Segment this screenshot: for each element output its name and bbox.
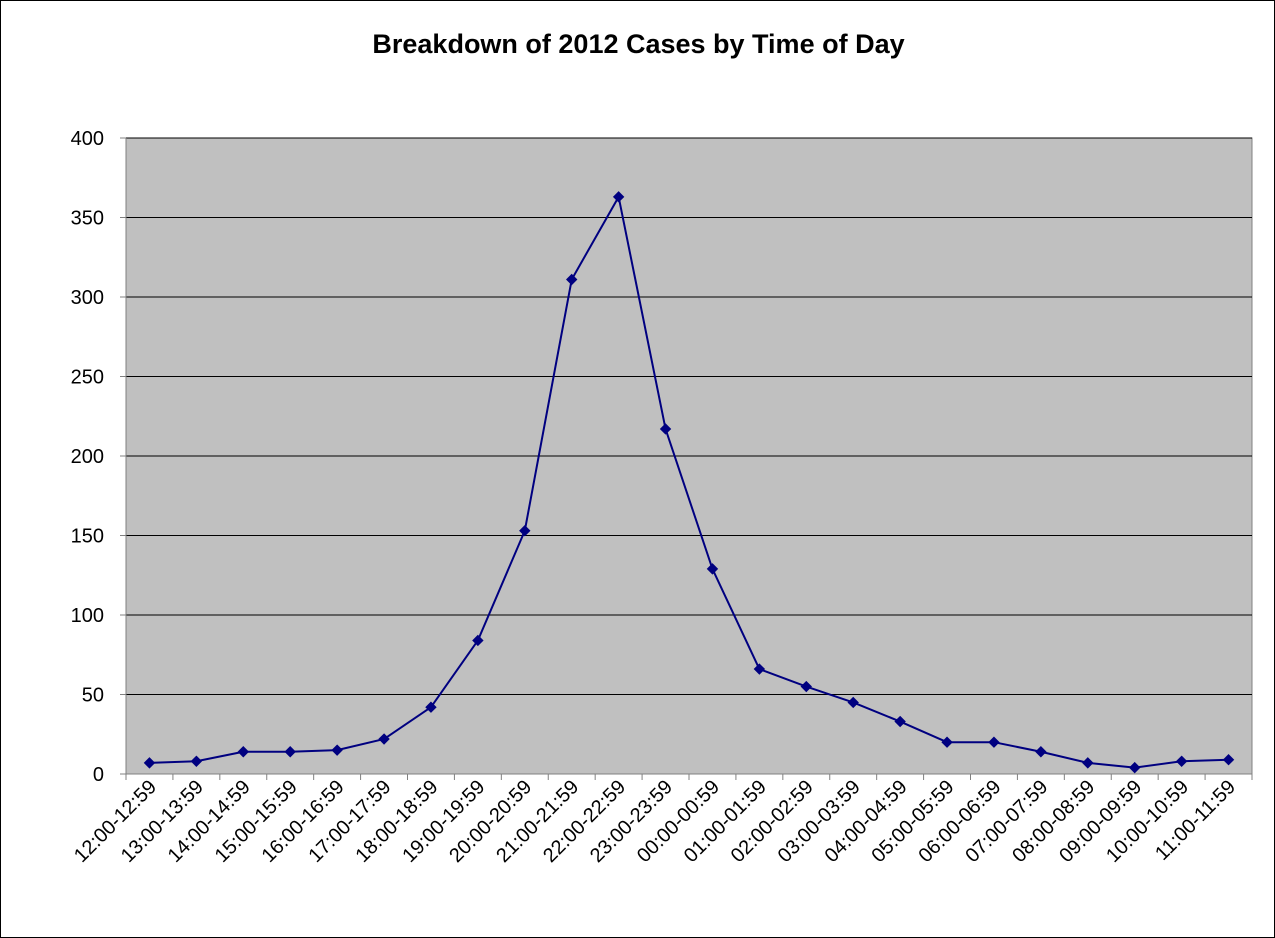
x-axis: 12:00-12:5913:00-13:5914:00-14:5915:00-1…	[70, 773, 1253, 867]
data-point-marker	[753, 663, 766, 675]
y-tick-label: 200	[71, 446, 104, 468]
series-line	[149, 195, 1229, 769]
data-point-marker	[847, 696, 859, 709]
data-point-marker	[1175, 755, 1188, 767]
data-point-marker	[331, 744, 343, 756]
data-point-marker	[941, 736, 953, 748]
data-point-marker	[612, 191, 625, 203]
y-axis: 0 50 100 150 200 250 300 350 400	[71, 128, 127, 786]
data-point-marker	[284, 746, 296, 758]
chart-title: Breakdown of 2012 Cases by Time of Day	[372, 29, 905, 59]
data-point-marker	[425, 701, 437, 713]
data-point-marker	[237, 746, 249, 758]
data-point-marker	[800, 680, 812, 693]
y-tick-label: 50	[82, 685, 104, 707]
y-tick-label: 150	[71, 526, 104, 548]
data-point-marker	[894, 715, 906, 728]
data-point-marker	[988, 736, 1000, 748]
y-tick-label: 250	[71, 367, 104, 389]
data-point-marker	[472, 634, 484, 647]
data-point-marker	[143, 757, 156, 769]
y-tick-label: 300	[71, 287, 104, 309]
y-tick-label: 400	[71, 128, 104, 150]
data-point-marker	[1035, 746, 1047, 758]
series	[143, 191, 1235, 774]
gridlines	[126, 137, 1252, 695]
data-point-marker	[519, 525, 531, 537]
data-point-marker	[1222, 753, 1235, 766]
data-point-marker	[1129, 761, 1141, 774]
data-point-marker	[378, 733, 390, 745]
data-point-marker	[706, 563, 719, 575]
data-point-marker	[566, 273, 578, 286]
y-tick-label: 100	[71, 605, 104, 627]
data-point-marker	[1082, 757, 1094, 769]
data-point-marker	[659, 423, 672, 435]
y-tick-label: 350	[71, 208, 104, 230]
data-point-marker	[190, 755, 203, 767]
y-tick-label: 0	[93, 764, 104, 786]
